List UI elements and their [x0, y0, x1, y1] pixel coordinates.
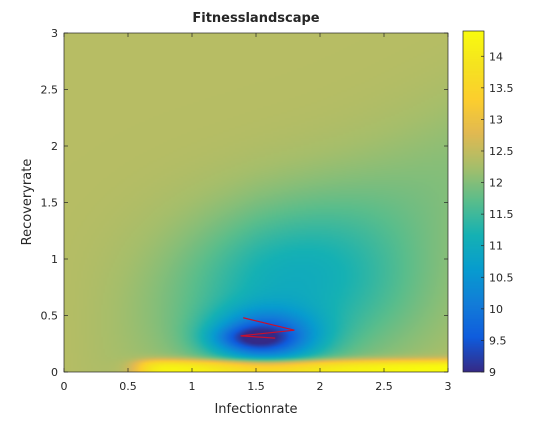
chart-title: Fitnesslandscape	[192, 11, 319, 26]
colorbar: 9 9.5 10 10.5 11 11.5 12 12.5 13 13.5 14	[462, 30, 514, 379]
x-tick-label: 2	[317, 380, 324, 393]
x-tick-label: 1	[189, 380, 196, 393]
y-tick-label: 1.5	[41, 197, 59, 210]
x-axis: 0 0.5 1 1.5 2 2.5 3	[61, 33, 452, 393]
y-tick-label: 0.5	[41, 310, 59, 323]
colorbar-tick-label: 11.5	[489, 208, 514, 221]
x-tick-label: 0	[61, 380, 68, 393]
colorbar-tick-label: 9	[489, 366, 496, 379]
x-tick-label: 0.5	[119, 380, 137, 393]
colorbar-tick-label: 12.5	[489, 145, 514, 158]
y-axis: 0 0.5 1 1.5 2 2.5 3	[41, 27, 448, 379]
y-tick-label: 3	[51, 27, 58, 40]
colorbar-tick-label: 12	[489, 177, 503, 190]
colorbar-tick-label: 9.5	[489, 334, 507, 347]
colorbar-tick-label: 11	[489, 240, 503, 253]
colorbar-tick-label: 10.5	[489, 271, 514, 284]
x-axis-label: Infectionrate	[214, 402, 297, 417]
y-tick-label: 1	[51, 253, 58, 266]
x-tick-label: 3	[445, 380, 452, 393]
x-tick-label: 1.5	[247, 380, 265, 393]
colorbar-tick-label: 10	[489, 303, 503, 316]
path-line	[240, 317, 295, 339]
colorbar-tick-label: 13	[489, 113, 503, 126]
y-axis-label: Recoveryrate	[20, 159, 35, 246]
y-tick-label: 2	[51, 140, 58, 153]
colorbar-ticks: 9 9.5 10 10.5 11 11.5 12 12.5 13 13.5 14	[481, 50, 514, 379]
y-tick-label: 0	[51, 366, 58, 379]
plot-area	[63, 32, 449, 373]
y-tick-label: 2.5	[41, 84, 59, 97]
heatmap-image	[64, 33, 448, 372]
colorbar-tick-label: 14	[489, 50, 503, 63]
x-tick-label: 2.5	[375, 380, 393, 393]
colorbar-frame	[462, 30, 485, 373]
colorbar-tick-label: 13.5	[489, 82, 514, 95]
colorbar-image	[463, 31, 484, 372]
